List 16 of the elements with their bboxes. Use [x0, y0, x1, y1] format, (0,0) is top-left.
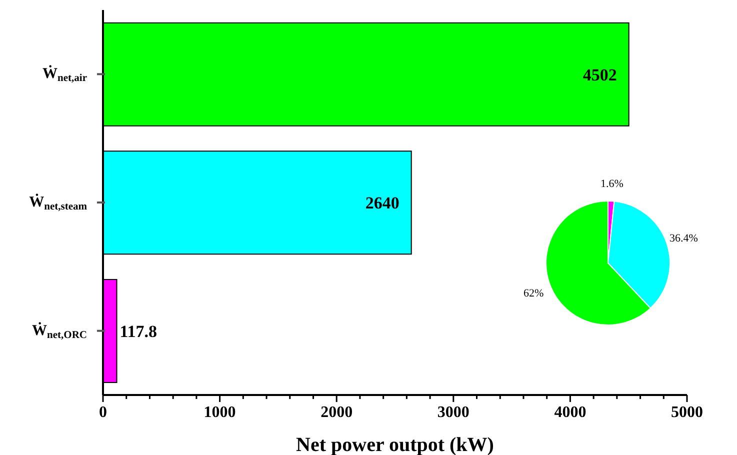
x-tick-label: 1000: [204, 404, 236, 421]
data-label: 2640: [365, 194, 400, 213]
x-tick-label: 2000: [320, 404, 353, 421]
x-tick-label: 0: [99, 404, 107, 421]
x-axis-title: Net power outpot (kW): [296, 434, 494, 455]
y-tick-label: Ẇ$_{net,steam}$: [29, 194, 88, 213]
y-tick-label: Ẇ$_{net,ORC}$: [32, 322, 87, 342]
x-tick-label: 5000: [671, 404, 703, 421]
x-tick-label: 3000: [437, 404, 470, 421]
data-label: 36.4%: [670, 232, 698, 244]
data-label: 4502: [582, 65, 617, 84]
y-tick-label: Ẇ$_{net,air}$: [42, 65, 88, 84]
data-label: 117.8: [120, 322, 158, 341]
data-label: 62%: [524, 287, 544, 300]
data-label: 1.6%: [600, 178, 624, 190]
x-tick-label: 4000: [554, 404, 586, 421]
